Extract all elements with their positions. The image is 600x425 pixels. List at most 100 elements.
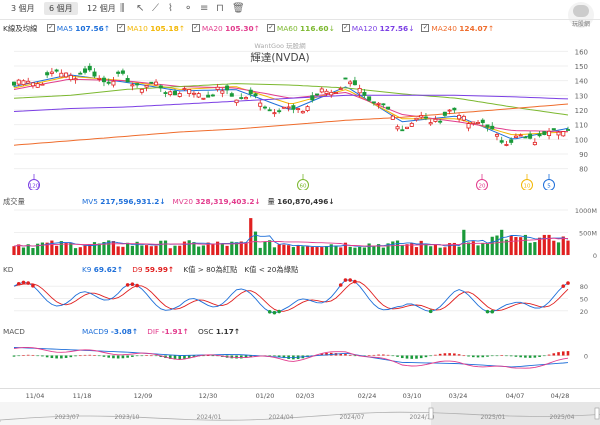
kd-label: KD [3,265,14,274]
node-icon[interactable]: ⚬ [184,3,193,14]
candle-body [196,93,201,98]
volume-bar [419,240,423,255]
volume-chart[interactable]: 1000M 500M 0 [0,207,600,260]
checkbox-icon[interactable]: ✓ [266,24,275,32]
volume-bar [391,241,395,255]
kd-overbought-dot [353,279,357,284]
volume-bar [135,241,139,255]
range-3m-button[interactable]: 3 個月 [11,4,35,13]
osc-bar [140,355,144,357]
volume-bar [490,236,494,255]
vol-value: 160,870,496↓ [277,197,335,206]
candle-body [461,115,466,121]
volume-bar [173,245,177,255]
osc-bar [557,352,560,356]
candle-body [101,77,106,83]
ma-value: 124.07 [459,24,488,33]
volume-bar [97,243,101,255]
diagonal-line-icon[interactable]: ⟋ [152,3,159,14]
trash-icon[interactable]: 🗑 [232,3,245,14]
osc-bar [192,355,196,358]
y-tick-label: 100 [575,136,588,144]
volume-bar [182,241,187,255]
candle-body [338,88,343,90]
ma-item-ma240[interactable]: ✓ MA240 124.07↑ [421,24,494,33]
fibonacci-icon[interactable]: ≡ [200,3,209,14]
candle-body [310,95,315,101]
candle-body [419,115,424,118]
multipoint-line-icon[interactable]: ⌇ [168,3,173,14]
marker-label: 60 [300,184,307,190]
osc-bar [566,351,570,356]
ma-item-ma20[interactable]: ✓ MA20 105.30↑ [191,24,260,33]
checkbox-icon[interactable]: ✓ [191,24,200,32]
price-chart[interactable]: 160 150 140 130 120 110 100 90 80 120 60 20 10 5 [0,36,600,190]
ma-event-marker[interactable]: 10 [521,174,533,190]
ma-item-ma120[interactable]: ✓ MA120 127.56↓ [341,24,414,33]
candle-body [139,88,144,93]
osc-bar [396,355,399,357]
checkbox-icon[interactable]: ✓ [421,24,430,32]
macd9-value: -3.08↑ [110,327,138,336]
navigator-handle-right[interactable] [594,407,600,420]
range-navigator[interactable]: 2023/07 2023/10 2024/01 2024/04 2024/07 2024/… [0,402,600,425]
osc-bar [282,355,286,359]
ma-arrow: ↑ [178,24,185,33]
osc-bar [538,355,541,357]
volume-bar [452,242,456,255]
kd-overbought-dot [26,281,31,285]
ma-event-marker[interactable]: 5 [543,174,555,190]
osc-bar [126,355,129,358]
osc-bar [453,353,456,356]
osc-bar [509,355,513,357]
ma-event-marker[interactable]: 120 [28,174,40,190]
volume-bar [211,243,215,255]
macd-chart[interactable]: 0 [0,337,600,374]
osc-bar [145,355,148,356]
range-12m-button[interactable]: 12 個月 [87,4,116,13]
volume-bar [239,241,243,255]
osc-bar [467,355,470,357]
checkbox-icon[interactable]: ✓ [341,24,350,32]
ma-item-ma5[interactable]: ✓ MA5 107.56↑ [46,24,110,33]
osc-bar [419,355,423,359]
candle-body [471,121,476,124]
candle-body [68,75,73,81]
ma-event-marker[interactable]: 20 [476,174,488,190]
candle-body [542,131,547,136]
checkbox-icon[interactable]: ✓ [46,24,55,32]
volume-bar [69,242,73,255]
ma-item-ma10[interactable]: ✓ MA10 105.18↑ [117,24,185,33]
kd-overbought-dot [125,283,130,287]
cursor-icon[interactable]: ↖ [136,3,145,14]
volume-bar [225,245,229,255]
kd-chart[interactable]: 80 50 20 [0,275,600,322]
checkbox-icon[interactable]: ✓ [117,24,125,32]
candle-body [267,109,272,112]
osc-bar [443,353,447,356]
candlestick-icon[interactable]: ⫼ [120,3,125,14]
volume-bar [414,247,419,255]
osc-bar [561,351,565,356]
candle-body [158,85,163,89]
candle-body [26,80,31,84]
candle-body [457,114,462,120]
candle-body [182,88,187,90]
ma-event-marker[interactable]: 60 [297,174,309,190]
osc-bar [168,355,172,359]
navigator-handle-left[interactable] [428,407,434,420]
ruler-icon[interactable]: ⊓ [216,3,224,14]
volume-bar [178,245,182,255]
range-6m-button[interactable]: 6 個月 [44,2,78,15]
candle-body [187,89,192,95]
candle-body [111,80,116,86]
mv5-line [13,234,569,248]
osc-bar [552,353,556,356]
ma-line-ma240 [13,103,569,146]
candle-body [286,106,291,109]
kd-oversold-dot [485,309,490,314]
osc-bar [400,355,404,359]
candle-body [21,80,26,86]
volume-bar [324,246,329,255]
ma-item-ma60[interactable]: ✓ MA60 116.60↓ [266,24,335,33]
